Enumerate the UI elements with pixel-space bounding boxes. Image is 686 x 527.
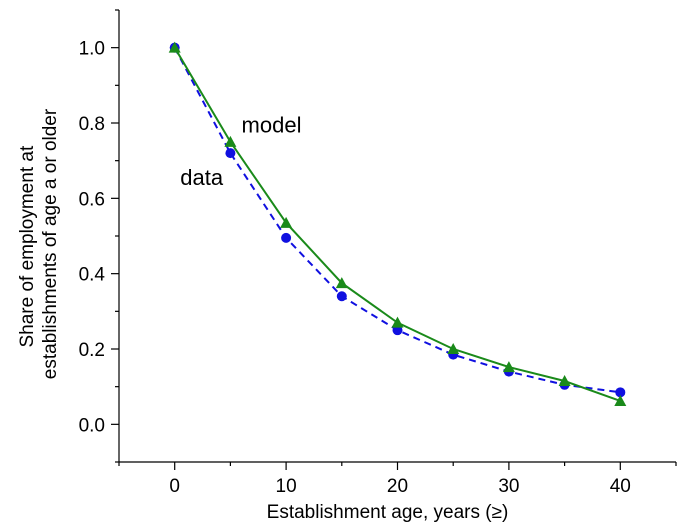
- data-point-model: [502, 361, 515, 373]
- data-point-model: [558, 375, 571, 387]
- y-tick-label: 0.8: [79, 114, 105, 135]
- data-point-model: [280, 216, 293, 228]
- x-tick-label: 20: [387, 476, 408, 497]
- axes: 0 10 20 30 40 0.0 0.2 0.4 0.6 0.8 1.0: [79, 9, 677, 497]
- y-tick-label: 0.0: [79, 415, 105, 436]
- data-point-data: [615, 387, 626, 398]
- annotations: model data: [180, 112, 301, 190]
- series-line-data: [173, 47, 621, 394]
- y-tick-label: 0.2: [79, 340, 105, 361]
- y-tick-label: 0.6: [79, 189, 105, 210]
- data-point-data: [392, 325, 403, 336]
- y-tick-label: 1.0: [79, 39, 105, 60]
- data-point-model: [447, 343, 460, 354]
- x-tick-label: 30: [498, 476, 519, 497]
- x-tick-label: 40: [610, 476, 631, 497]
- series-line-model: [173, 47, 621, 402]
- series-model: [168, 41, 627, 406]
- annotation-data: data: [180, 165, 224, 190]
- y-axis-title: Share of employment at establishments of…: [17, 108, 61, 379]
- y-tick-label: 0.4: [79, 265, 106, 286]
- series-layer: [168, 41, 627, 406]
- data-point-model: [614, 394, 627, 406]
- x-axis-title: Establishment age, years (≥): [267, 502, 509, 523]
- data-point-model: [335, 277, 348, 289]
- x-tick-label: 0: [169, 476, 180, 497]
- x-tick-label: 10: [276, 476, 297, 497]
- data-point-data: [336, 291, 347, 302]
- data-point-data: [281, 232, 292, 243]
- y-axis-title-line-2: establishments of age a or older: [40, 108, 61, 379]
- data-point-model: [224, 135, 237, 147]
- data-point-data: [225, 148, 236, 159]
- data-point-model: [391, 316, 404, 328]
- data-point-model: [168, 41, 181, 53]
- series-data: [169, 42, 626, 398]
- y-axis-title-line-1: Share of employment at: [17, 145, 38, 347]
- annotation-model: model: [242, 112, 302, 137]
